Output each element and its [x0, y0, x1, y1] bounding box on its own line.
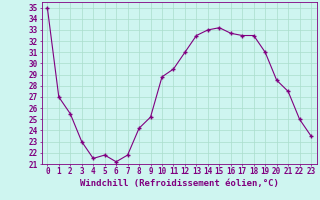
X-axis label: Windchill (Refroidissement éolien,°C): Windchill (Refroidissement éolien,°C) [80, 179, 279, 188]
